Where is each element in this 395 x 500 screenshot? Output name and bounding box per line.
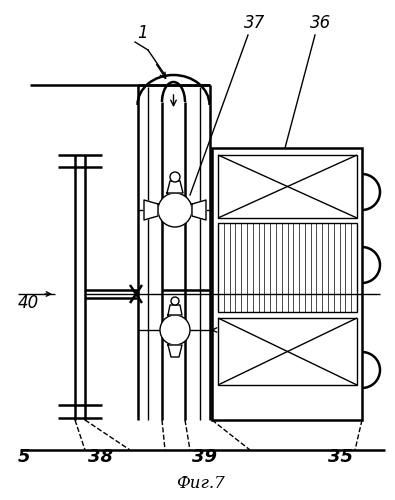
Text: 37: 37 (244, 14, 265, 32)
Text: 5: 5 (18, 448, 30, 466)
Polygon shape (168, 305, 182, 315)
Text: 1: 1 (137, 24, 148, 42)
Polygon shape (144, 200, 158, 220)
Text: 38: 38 (88, 448, 113, 466)
Text: 40: 40 (18, 294, 39, 312)
Text: 36: 36 (310, 14, 331, 32)
Circle shape (158, 193, 192, 227)
Bar (212, 148, 362, 420)
Polygon shape (167, 181, 183, 193)
Polygon shape (168, 345, 182, 357)
Polygon shape (192, 200, 206, 220)
Text: 39: 39 (192, 448, 217, 466)
Bar (218, 318, 357, 385)
Bar (218, 223, 357, 312)
Bar (218, 155, 357, 218)
Text: Фиг.7: Фиг.7 (176, 475, 224, 492)
Circle shape (160, 315, 190, 345)
Circle shape (170, 172, 180, 182)
Text: 35: 35 (328, 448, 353, 466)
Circle shape (171, 297, 179, 305)
